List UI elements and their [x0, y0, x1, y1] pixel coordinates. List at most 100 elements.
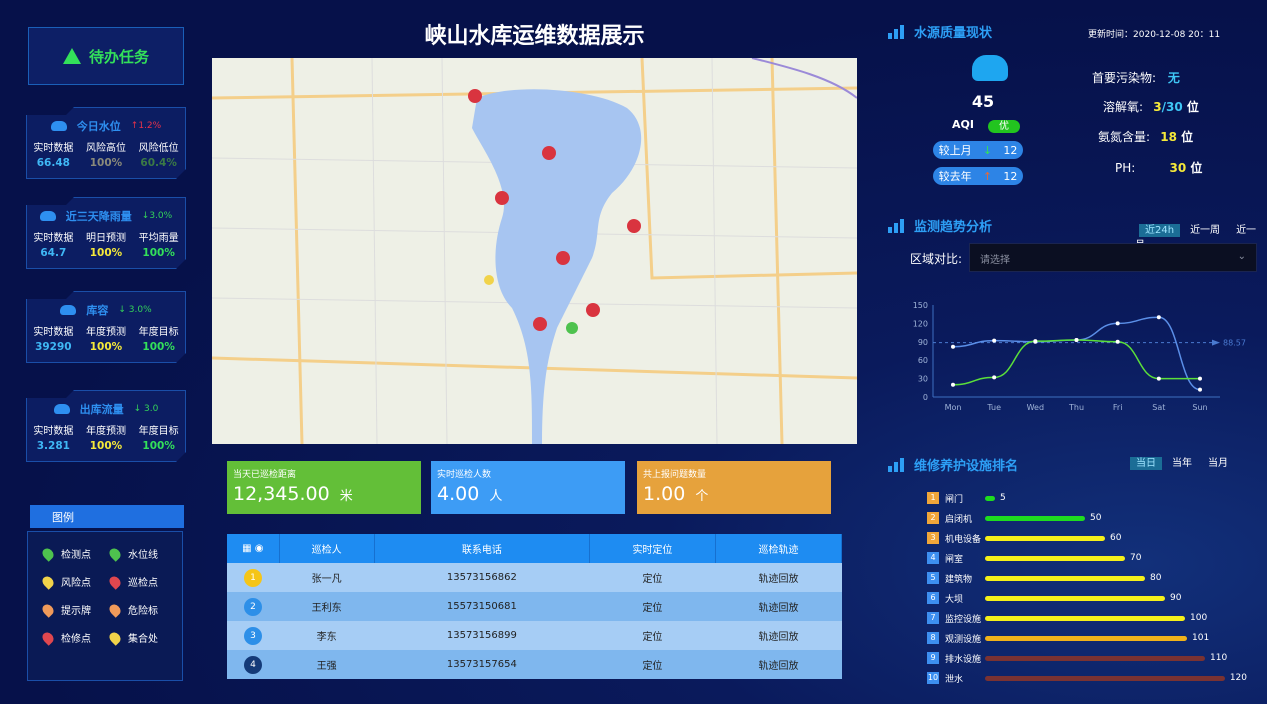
x-tick-label: Sun: [1192, 403, 1207, 412]
map[interactable]: [212, 58, 857, 444]
pollutant-row: 首要污染物: 无: [1092, 71, 1180, 85]
table-tools[interactable]: ▦ ◉: [227, 534, 280, 563]
chevron-down-icon: ⌄: [1237, 251, 1246, 262]
aqi-label: AQI: [952, 118, 974, 131]
card-value: 64.7: [40, 247, 67, 259]
col-track: 巡检轨迹: [715, 534, 843, 563]
facility-name: 建筑物: [945, 574, 973, 585]
ranking-item: 9 排水设施 110: [927, 648, 1247, 668]
card-label: 实时数据: [33, 233, 74, 244]
y-tick-label: 30: [918, 375, 928, 384]
card-title: 库容: [86, 304, 109, 317]
card-trend: ↓3.0%: [141, 211, 173, 221]
x-tick-label: Tue: [986, 403, 1001, 412]
map-pin-icon: [107, 573, 123, 590]
tab-year[interactable]: 当年: [1172, 458, 1192, 469]
cloud-icon: [40, 211, 56, 221]
markline-label: 88.57: [1223, 339, 1246, 348]
track-replay-link[interactable]: 轨迹回放: [715, 621, 842, 650]
x-tick-label: Mon: [945, 403, 962, 412]
map-pin-icon: [40, 573, 56, 590]
stat-card: 当天已巡检距离 12,345.00 米: [227, 461, 421, 514]
x-tick-label: Thu: [1068, 403, 1084, 412]
tab-today[interactable]: 当日: [1130, 457, 1162, 470]
y-tick-label: 0: [923, 393, 928, 402]
track-replay-link[interactable]: 轨迹回放: [715, 592, 842, 621]
ranking-value: 80: [1150, 573, 1162, 583]
ranking-item: 3 机电设备 60: [927, 528, 1247, 548]
ranking-value: 70: [1130, 553, 1142, 563]
inspector-name: 王强: [279, 650, 375, 679]
up-arrow-icon: ↑: [982, 169, 993, 183]
legend-panel: 检测点 水位线 风险点 巡检点 提示牌 危险标 检修点 集合处: [27, 531, 183, 681]
locate-link[interactable]: 定位: [589, 621, 716, 650]
map-pins[interactable]: [468, 89, 641, 334]
ranking-bar: [985, 515, 1085, 521]
ph-row: PH: 30 位: [1115, 161, 1203, 175]
locate-link[interactable]: 定位: [589, 563, 716, 592]
ranking-bar: [985, 635, 1187, 641]
rank-badge: 1: [244, 568, 262, 587]
inspector-name: 王利东: [279, 592, 375, 621]
map-canvas[interactable]: [212, 58, 857, 444]
tab-month[interactable]: 当月: [1208, 458, 1228, 469]
ranking-bar: [985, 595, 1165, 601]
todo-task-button[interactable]: 待办任务: [28, 27, 184, 85]
stat-label: 实时巡检人数: [437, 470, 492, 480]
col-phone: 联系电话: [374, 534, 590, 563]
card-label: 年度预测: [85, 426, 126, 437]
stat-label: 当天已巡检距离: [233, 470, 297, 480]
inspector-name: 李东: [279, 621, 375, 650]
card-value: 100%: [142, 247, 175, 259]
legend-title: 图例: [30, 505, 184, 528]
data-point: [1074, 337, 1079, 342]
rank-number: 3: [927, 532, 939, 544]
map-pin-icon: [40, 545, 56, 562]
ranking-bar: [985, 575, 1145, 581]
metric-card: 库容 ↓ 3.0% 实时数据 年度预测 年度目标 39290 100% 100%: [26, 291, 186, 363]
vs-year-pill: 较去年 ↑ 12: [933, 167, 1023, 185]
stat-card: 实时巡检人数 4.00 人: [431, 461, 625, 514]
ranking-bar: [985, 655, 1205, 661]
map-pin-icon: [40, 629, 56, 646]
card-label: 明日预测: [85, 233, 126, 244]
facility-name: 大坝: [945, 594, 964, 605]
locate-link[interactable]: 定位: [589, 592, 716, 621]
card-title: 出库流量: [79, 403, 124, 416]
stat-unit: 个: [695, 489, 709, 504]
facility-name: 启闭机: [945, 514, 973, 525]
ranking-item: 5 建筑物 80: [927, 568, 1247, 588]
card-value: 100%: [89, 247, 123, 259]
data-point: [1115, 321, 1120, 326]
facility-name: 泄水: [945, 674, 964, 685]
trend-chart: 0 30 60 90 120 150 Mon Tue Wed Thu Fri Sat Sun 88.57: [913, 301, 1246, 412]
data-point: [951, 382, 955, 387]
y-tick-label: 90: [918, 338, 928, 347]
ranking-value: 50: [1090, 513, 1102, 523]
legend-item: 水位线: [107, 545, 172, 562]
phone: 13573157654: [374, 650, 590, 679]
data-point: [1156, 376, 1161, 381]
data-point: [1198, 376, 1202, 381]
x-tick-label: Fri: [1113, 403, 1123, 412]
track-replay-link[interactable]: 轨迹回放: [715, 563, 842, 592]
card-value: 100%: [89, 157, 123, 169]
card-value: 3.281: [36, 440, 70, 452]
ranking-value: 60: [1110, 533, 1122, 543]
region-select[interactable]: 请选择 ⌄: [969, 243, 1257, 272]
tab-24h[interactable]: 近24h: [1139, 224, 1181, 237]
data-point: [1156, 315, 1161, 320]
quality-title: 水源质量现状: [888, 22, 992, 41]
tab-week[interactable]: 近一周: [1190, 225, 1221, 236]
table-row: 3 李东 13573156899 定位 轨迹回放: [227, 621, 842, 650]
card-label: 风险高位: [85, 143, 126, 154]
track-replay-link[interactable]: 轨迹回放: [715, 650, 842, 679]
col-location: 实时定位: [589, 534, 716, 563]
y-tick-label: 150: [913, 301, 928, 310]
rank-number: 1: [927, 492, 939, 504]
warning-icon: [62, 48, 81, 64]
locate-link[interactable]: 定位: [589, 650, 716, 679]
inspector-table: ▦ ◉ 巡检人 联系电话 实时定位 巡检轨迹 1 张一凡 13573156862 定位…: [227, 534, 843, 679]
card-label: 年度目标: [138, 327, 179, 338]
phone: 13573156899: [374, 621, 590, 650]
